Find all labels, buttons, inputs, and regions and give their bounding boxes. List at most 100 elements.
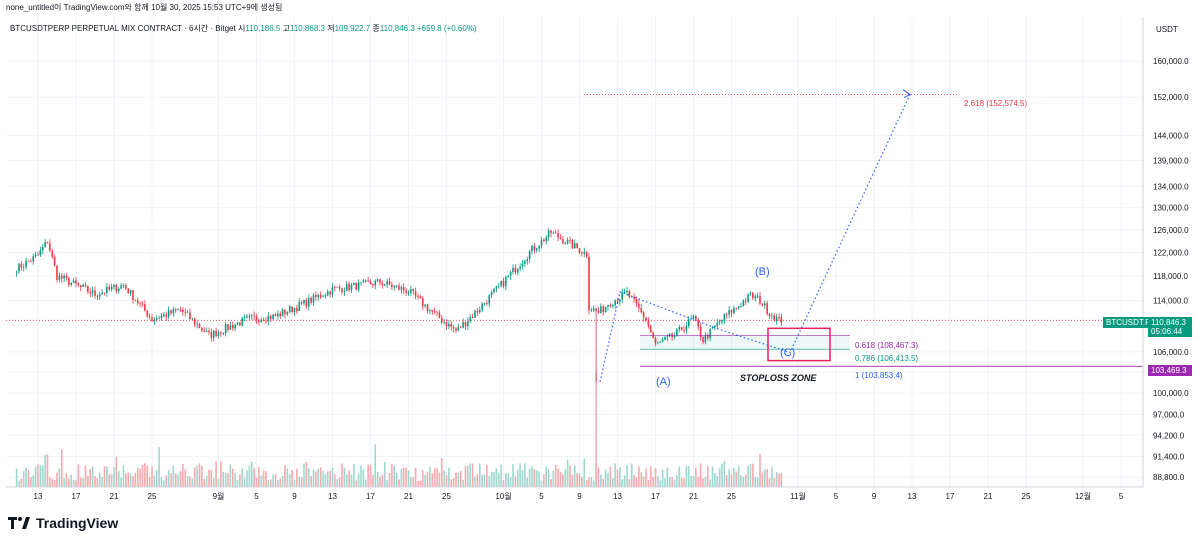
volume-bar xyxy=(502,480,505,487)
candle-body xyxy=(151,317,153,322)
candle-body xyxy=(754,296,757,299)
fib-label-0618[interactable]: 0.618 (108,467.3) xyxy=(855,341,919,350)
candle-body xyxy=(585,251,588,257)
candle-body xyxy=(108,286,111,290)
volume-bar xyxy=(414,467,417,487)
volume-bar xyxy=(65,473,68,487)
volume-bar xyxy=(602,478,605,487)
volume-bar xyxy=(552,470,555,487)
candle-body xyxy=(543,239,545,242)
candle-body xyxy=(535,248,538,251)
candle-body xyxy=(196,323,198,325)
volume-bar xyxy=(557,468,559,487)
candle-body xyxy=(205,330,208,333)
candle-body xyxy=(607,305,609,307)
volume-bar xyxy=(407,470,410,487)
stoploss-zone-label[interactable]: STOPLOSS ZONE xyxy=(740,373,817,383)
candle-body xyxy=(63,275,65,279)
candle-body xyxy=(588,256,590,311)
price-axis: 88,800.0 91,400.0 94,200.0 97,000.0 100,000.… xyxy=(1142,17,1189,487)
candle-body xyxy=(759,296,761,304)
axis-currency-label[interactable]: USDT xyxy=(1156,25,1178,34)
volume-bar xyxy=(172,465,175,487)
volume-bar xyxy=(626,464,628,487)
candle-body xyxy=(502,280,505,287)
volume-bar xyxy=(281,476,284,487)
volume-bar xyxy=(58,468,61,487)
candle-body xyxy=(160,315,163,319)
candle-body xyxy=(362,280,365,282)
symbol-price-tag: BTCUSDT.P xyxy=(1103,317,1154,328)
volume-bar xyxy=(56,472,58,487)
volume-bar xyxy=(25,467,27,487)
volume-bar xyxy=(737,466,740,487)
candle-body xyxy=(94,290,96,296)
volume-bar xyxy=(258,467,260,487)
volume-bar xyxy=(516,469,519,487)
candle-body xyxy=(721,319,723,322)
high-label: 고 xyxy=(282,24,290,33)
volume-bar xyxy=(448,467,450,487)
volume-bar xyxy=(34,466,37,487)
symbol-title[interactable]: BTCUSDTPERP PERPETUAL MIX CONTRACT · 6시간… xyxy=(10,24,236,33)
candle-body xyxy=(647,320,650,326)
volume-bar xyxy=(666,467,669,487)
fib-label-1[interactable]: 1 (103,853.4) xyxy=(855,371,903,380)
volume-bar xyxy=(345,474,348,487)
volume-bar xyxy=(236,479,239,487)
volume-bar xyxy=(91,466,94,487)
candle-body xyxy=(635,298,638,304)
candle-body xyxy=(279,313,282,317)
volume-bar xyxy=(763,469,766,487)
wave-label-a[interactable]: (A) xyxy=(656,376,671,388)
candle-body xyxy=(547,230,550,238)
tradingview-logo-icon xyxy=(8,517,30,529)
volume-bar xyxy=(189,476,191,487)
candle-body xyxy=(609,305,612,307)
candle-body xyxy=(189,312,191,320)
volume-bar xyxy=(780,472,783,487)
candle-body xyxy=(455,328,457,331)
volume-bar xyxy=(108,474,111,487)
stoploss-box xyxy=(767,327,831,362)
time-tick-label: 5 xyxy=(254,492,259,501)
volume-bar xyxy=(749,463,752,487)
volume-bar xyxy=(685,465,688,487)
volume-bar xyxy=(509,477,512,487)
volume-bar xyxy=(524,463,526,487)
candle-body xyxy=(248,315,251,317)
volume-bar xyxy=(538,471,540,487)
volume-bar xyxy=(220,461,222,487)
volume-bar xyxy=(687,466,690,487)
candle-body xyxy=(457,326,460,331)
volume-bar xyxy=(469,463,472,487)
volume-bar xyxy=(583,458,586,487)
volume-bar xyxy=(355,480,358,487)
candle-body xyxy=(324,295,327,297)
wave-label-b[interactable]: (B) xyxy=(755,266,770,278)
candle-body xyxy=(393,285,396,288)
volume-bar xyxy=(129,473,132,487)
candle-body xyxy=(186,312,189,314)
volume-bar xyxy=(360,465,362,487)
volume-bar xyxy=(410,477,412,487)
candle-body xyxy=(552,232,555,234)
volume-bar xyxy=(106,466,108,487)
candle-body xyxy=(402,287,405,291)
candle-body xyxy=(49,243,51,251)
volume-bar xyxy=(165,475,168,487)
candle-body xyxy=(372,284,374,286)
volume-bar xyxy=(122,465,125,487)
volume-bar xyxy=(457,472,460,487)
fib-label-0786[interactable]: 0.786 (106,413.5) xyxy=(855,354,919,363)
candle-body xyxy=(34,254,37,257)
volume-bar xyxy=(621,479,624,487)
candle-body xyxy=(436,311,438,313)
time-tick-label: 9월 xyxy=(213,491,225,501)
wave-label-c[interactable]: (C) xyxy=(780,347,796,359)
candle-body xyxy=(44,241,46,248)
price-tick-label: 114,000.0 xyxy=(1153,296,1189,305)
fib-label-2618[interactable]: 2.618 (152,574.5) xyxy=(964,99,1028,108)
volume-bar xyxy=(771,466,773,487)
